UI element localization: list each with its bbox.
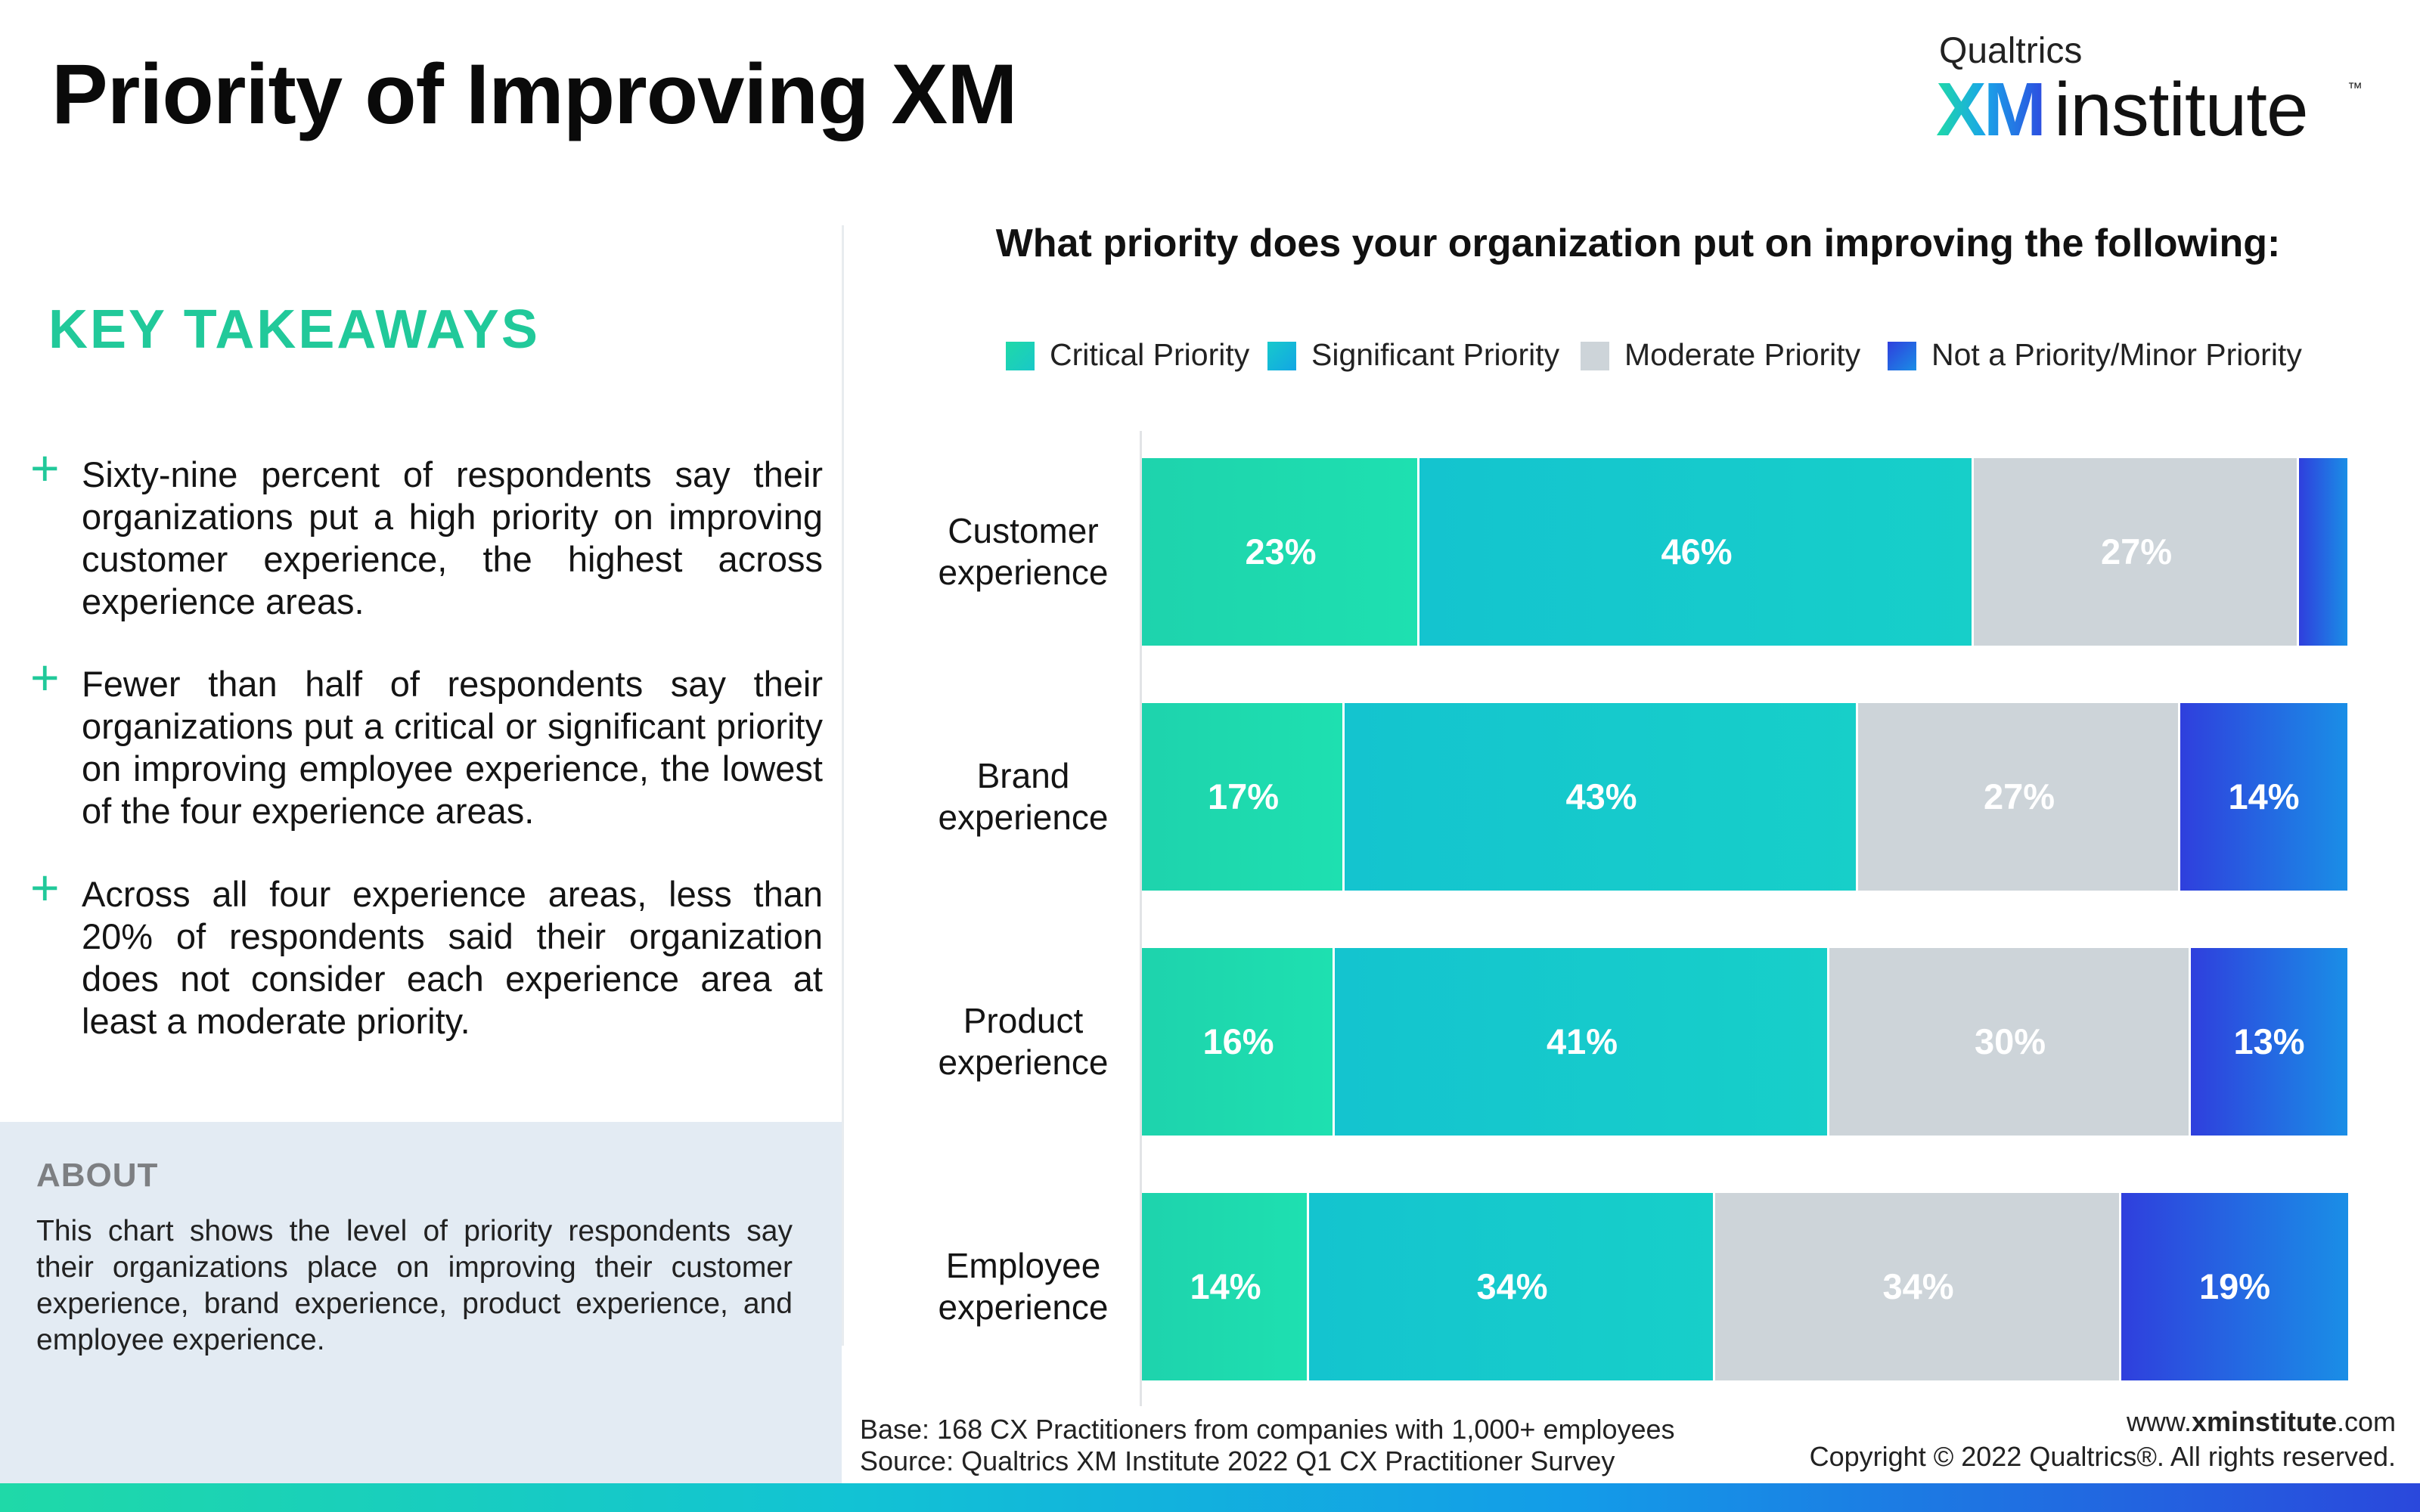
category-label-product: Product experience [938, 1001, 1109, 1082]
plus-icon: + [30, 860, 60, 916]
bar-segment-employee-2 [1309, 1193, 1713, 1380]
page-title: Priority of Improving XM [51, 47, 1018, 141]
bar-segment-brand-3 [1858, 703, 2178, 891]
data-label-employee-3: 34% [1882, 1266, 1954, 1306]
bar-segment-employee-4 [2121, 1193, 2348, 1380]
legend-label-significant: Significant Priority [1311, 337, 1560, 372]
bar-segment-customer-4 [2299, 458, 2347, 646]
bar-segment-product-1 [1142, 948, 1333, 1136]
footer-base: Base: 168 CX Practitioners from companie… [860, 1414, 1675, 1445]
logo-institute-text: institute [2054, 67, 2309, 152]
footer-credits: www.xminstitute.com Copyright © 2022 Qua… [1810, 1405, 2396, 1474]
bar-segment-brand-4 [2180, 703, 2347, 891]
logo-trademark: ™ [2347, 80, 2363, 97]
xm-institute-logo: Qualtrics XM institute ™ [1936, 30, 2363, 152]
data-label-brand-2: 43% [1565, 776, 1637, 816]
data-label-brand-3: 27% [1983, 776, 2055, 816]
legend-swatch-moderate [1581, 342, 1609, 370]
takeaway-text: Across all four experience areas, less t… [82, 874, 823, 1041]
data-label-brand-1: 17% [1207, 776, 1280, 816]
chart-axis-line [1140, 431, 1142, 1406]
legend-swatch-significant [1267, 342, 1296, 370]
footer-notes: Base: 168 CX Practitioners from companie… [860, 1414, 1675, 1477]
data-label-product-1: 16% [1202, 1021, 1274, 1061]
key-takeaways-heading: KEY TAKEAWAYS [48, 299, 540, 360]
bar-segment-employee-3 [1715, 1193, 2119, 1380]
data-label-product-3: 30% [1974, 1021, 2046, 1061]
data-label-customer-1: 23% [1245, 531, 1317, 572]
takeaway-text: Sixty-nine percent of respondents say th… [82, 454, 823, 621]
legend-label-moderate: Moderate Priority [1624, 337, 1861, 372]
bar-segment-product-4 [2191, 948, 2347, 1136]
data-label-employee-4: 19% [2198, 1266, 2271, 1306]
category-label-employee: Employee experience [938, 1246, 1109, 1327]
data-label-product-4: 13% [2233, 1021, 2305, 1061]
bar-segment-product-2 [1335, 948, 1827, 1136]
chart-legend: Critical Priority Significant Priority M… [1006, 333, 2390, 378]
logo-brand-text: Qualtrics [1939, 31, 2083, 71]
plus-icon: + [30, 649, 60, 705]
legend-label-not-a-priority: Not a Priority/Minor Priority [1931, 337, 2302, 372]
data-label-customer-2: 46% [1661, 531, 1733, 572]
bar-segment-customer-3 [1974, 458, 2297, 646]
data-label-employee-1: 14% [1190, 1266, 1261, 1306]
bar-segment-product-3 [1829, 948, 2189, 1136]
about-heading: ABOUT [36, 1157, 159, 1194]
data-label-product-2: 41% [1546, 1021, 1618, 1061]
vertical-divider [842, 225, 844, 1346]
bar-segment-brand-2 [1345, 703, 1856, 891]
chart-title: What priority does your organization put… [995, 222, 2281, 265]
bar-segment-brand-1 [1142, 703, 1342, 891]
logo-xm-text: XM [1936, 67, 2046, 152]
footer-url[interactable]: www.xminstitute.com [2126, 1406, 2396, 1437]
about-panel [0, 1122, 842, 1483]
data-label-brand-4: 14% [2228, 776, 2300, 816]
footer-copyright: Copyright © 2022 Qualtrics®. All rights … [1809, 1441, 2396, 1472]
takeaway-text: Fewer than half of respondents say their… [82, 664, 823, 831]
legend-swatch-not-a-priority [1888, 342, 1916, 370]
category-label-brand: Brand experience [938, 756, 1109, 837]
about-text: This chart shows the level of priority r… [36, 1215, 793, 1356]
bottom-gradient-band [0, 1483, 2420, 1512]
legend-label-critical: Critical Priority [1050, 337, 1250, 372]
legend-swatch-critical [1006, 342, 1035, 370]
bar-segment-customer-2 [1419, 458, 1972, 646]
data-label-customer-3: 27% [2100, 531, 2173, 572]
bar-segment-employee-1 [1142, 1193, 1307, 1380]
bar-segment-customer-1 [1142, 458, 1417, 646]
data-label-employee-2: 34% [1476, 1266, 1548, 1306]
footer-source: Source: Qualtrics XM Institute 2022 Q1 C… [860, 1445, 1615, 1476]
category-label-customer: Customer experience [938, 511, 1109, 592]
plus-icon: + [30, 440, 60, 496]
